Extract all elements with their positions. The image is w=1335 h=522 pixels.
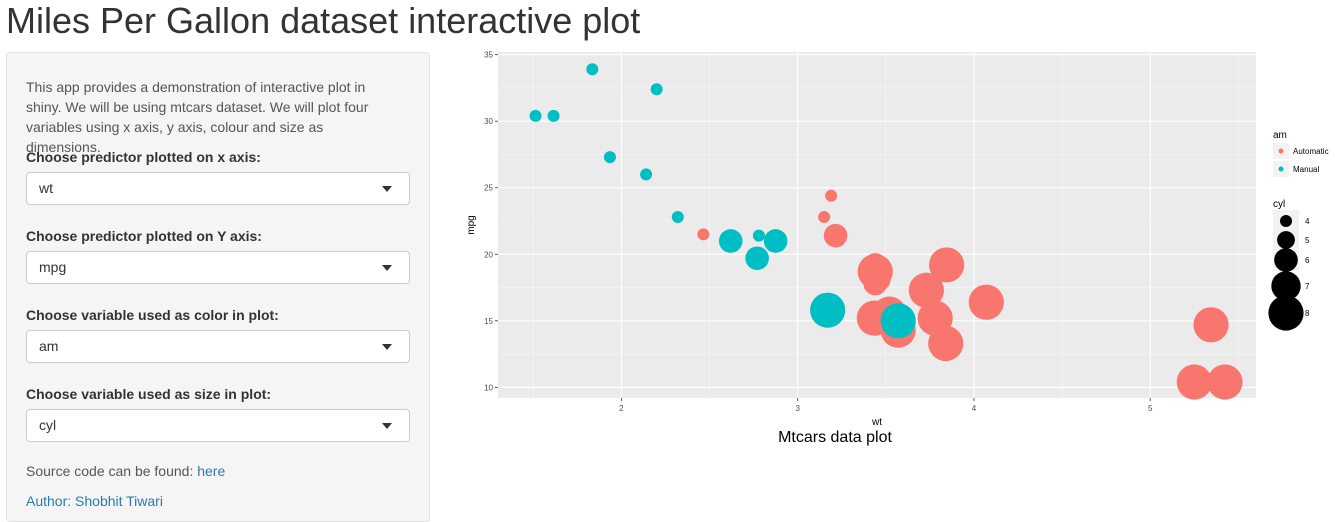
chevron-down-icon [382,265,392,271]
author-link[interactable]: Author: Shobhit Tiwari [26,493,163,509]
color-legend-title: am [1273,130,1287,141]
y-tick-label: 25 [484,184,493,193]
source-code-line: Source code can be found: here [26,463,225,479]
data-point-manual [810,292,846,328]
chevron-down-icon [382,186,392,192]
size-legend-swatch [1277,231,1295,249]
color-variable-select-value: am [39,338,59,354]
color-legend-swatch [1278,148,1284,154]
data-point-automatic [863,271,888,296]
size-legend-label: 4 [1305,217,1310,226]
data-point-automatic [1207,364,1243,400]
data-point-automatic [697,228,710,241]
data-point-automatic [1193,307,1229,343]
size-legend-swatch [1280,215,1292,227]
color-variable-label: Choose variable used as color in plot: [26,307,279,323]
size-legend-label: 6 [1305,256,1310,265]
page-title: Miles Per Gallon dataset interactive plo… [6,0,641,41]
data-point-automatic [968,284,1004,320]
y-tick-label: 15 [484,317,493,326]
color-legend-label: Automatic [1293,147,1329,156]
x-axis-select[interactable]: wt [26,172,410,205]
data-point-automatic [863,253,888,277]
source-code-text: Source code can be found: [26,463,194,479]
data-point-automatic [825,189,838,202]
intro-text: This app provides a demonstration of int… [26,79,369,155]
size-legend-label: 5 [1305,236,1310,245]
sidebar-panel: This app provides a demonstration of int… [6,52,430,522]
color-legend-swatch [1278,166,1284,172]
data-point-manual [640,168,653,181]
y-tick-label: 35 [484,51,493,60]
size-legend-swatch [1268,295,1304,331]
y-tick-label: 10 [484,383,493,392]
source-code-link[interactable]: here [197,463,226,479]
color-variable-select[interactable]: am [26,330,410,363]
data-point-manual [547,109,560,122]
size-legend-swatch [1271,271,1301,301]
data-point-manual [763,229,788,253]
size-legend-label: 7 [1305,282,1310,291]
data-point-automatic [1176,364,1212,400]
data-point-automatic [908,272,944,308]
x-axis-title: wt [871,417,882,428]
x-tick-label: 3 [795,404,800,413]
chart-title: Mtcars data plot [778,429,892,446]
size-variable-label: Choose variable used as size in plot: [26,386,272,402]
plot-panel [498,52,1256,398]
scatter-plot: 2 3 4 5 10 15 20 25 30 35 wt mpg Mtcars data plot am A… [466,51,1329,446]
y-axis-select-value: mpg [39,259,67,275]
size-legend-label: 8 [1305,309,1310,318]
data-point-automatic [929,247,965,283]
data-point-manual [671,211,684,224]
size-legend-swatch [1274,248,1298,272]
x-tick-label: 2 [619,404,624,413]
y-axis-title: mpg [466,215,477,234]
data-point-automatic [818,211,831,224]
x-axis-label: Choose predictor plotted on x axis: [26,149,261,165]
data-point-automatic [928,325,964,362]
size-variable-select[interactable]: cyl [26,409,410,442]
color-legend-label: Manual [1293,165,1319,174]
x-axis-select-value: wt [39,180,53,196]
data-point-manual [752,229,765,242]
data-point-manual [718,229,743,253]
chevron-down-icon [382,423,392,429]
y-axis-select[interactable]: mpg [26,251,410,284]
data-point-manual [880,303,916,339]
data-point-manual [603,151,616,164]
data-point-manual [650,83,663,96]
chevron-down-icon [382,344,392,350]
y-tick-label: 30 [484,117,493,126]
data-point-manual [529,109,542,122]
x-tick-label: 4 [972,404,977,413]
size-variable-select-value: cyl [39,417,57,433]
size-legend-title: cyl [1273,199,1285,210]
y-axis-label: Choose predictor plotted on Y axis: [26,228,262,244]
data-point-automatic [823,223,848,248]
y-tick-label: 20 [484,250,493,259]
x-tick-label: 5 [1148,404,1153,413]
data-point-manual [586,63,599,76]
data-point-manual [745,246,769,271]
